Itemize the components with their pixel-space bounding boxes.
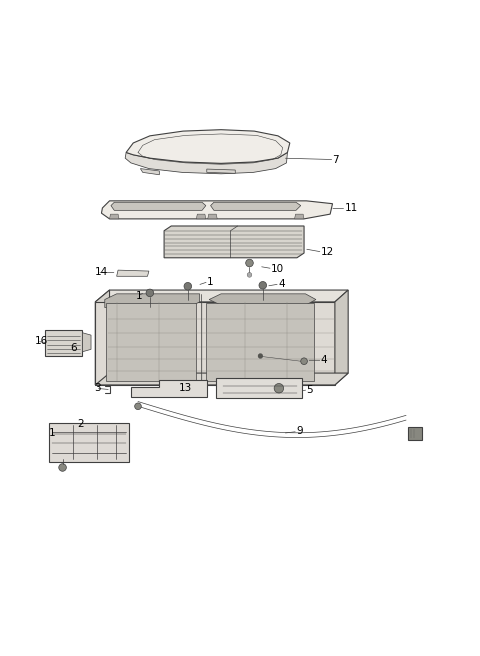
Polygon shape bbox=[101, 201, 333, 219]
Text: 16: 16 bbox=[35, 337, 48, 346]
Polygon shape bbox=[45, 331, 83, 356]
Polygon shape bbox=[206, 303, 313, 381]
Polygon shape bbox=[131, 380, 207, 397]
Circle shape bbox=[259, 281, 266, 289]
Circle shape bbox=[258, 354, 263, 358]
Text: 7: 7 bbox=[333, 155, 339, 165]
Text: 9: 9 bbox=[296, 426, 302, 436]
Text: 14: 14 bbox=[96, 268, 108, 277]
Circle shape bbox=[146, 289, 154, 297]
Circle shape bbox=[247, 272, 252, 277]
Text: 2: 2 bbox=[78, 419, 84, 429]
Circle shape bbox=[274, 384, 284, 393]
Polygon shape bbox=[211, 202, 301, 211]
Polygon shape bbox=[96, 290, 348, 302]
Polygon shape bbox=[125, 152, 288, 174]
Polygon shape bbox=[196, 214, 206, 219]
Polygon shape bbox=[209, 294, 316, 305]
Circle shape bbox=[246, 259, 253, 267]
Text: 1: 1 bbox=[136, 291, 142, 300]
Polygon shape bbox=[117, 270, 149, 276]
Polygon shape bbox=[208, 214, 217, 219]
Text: 3: 3 bbox=[94, 383, 100, 393]
Text: 4: 4 bbox=[278, 279, 285, 289]
Polygon shape bbox=[109, 214, 119, 219]
Polygon shape bbox=[164, 226, 304, 258]
Text: 12: 12 bbox=[321, 247, 334, 257]
Polygon shape bbox=[295, 214, 304, 219]
Text: 11: 11 bbox=[344, 203, 358, 213]
Polygon shape bbox=[106, 303, 196, 381]
Text: 1: 1 bbox=[49, 428, 56, 438]
Text: 1: 1 bbox=[207, 277, 214, 287]
Text: 13: 13 bbox=[179, 383, 192, 393]
Polygon shape bbox=[335, 290, 348, 385]
Polygon shape bbox=[83, 333, 91, 352]
Polygon shape bbox=[96, 373, 348, 385]
Circle shape bbox=[301, 358, 307, 365]
Text: 4: 4 bbox=[321, 356, 327, 365]
Polygon shape bbox=[111, 202, 206, 211]
Text: 10: 10 bbox=[271, 264, 284, 274]
Circle shape bbox=[59, 464, 66, 471]
Text: 5: 5 bbox=[306, 384, 313, 395]
Polygon shape bbox=[216, 378, 301, 398]
Circle shape bbox=[135, 403, 141, 409]
Polygon shape bbox=[96, 302, 335, 385]
Polygon shape bbox=[140, 169, 159, 174]
Polygon shape bbox=[408, 426, 422, 440]
Polygon shape bbox=[126, 130, 290, 163]
Circle shape bbox=[184, 283, 192, 290]
Polygon shape bbox=[207, 169, 235, 173]
Polygon shape bbox=[49, 423, 129, 462]
Text: 6: 6 bbox=[71, 343, 77, 353]
Polygon shape bbox=[105, 294, 200, 308]
Polygon shape bbox=[96, 290, 109, 385]
